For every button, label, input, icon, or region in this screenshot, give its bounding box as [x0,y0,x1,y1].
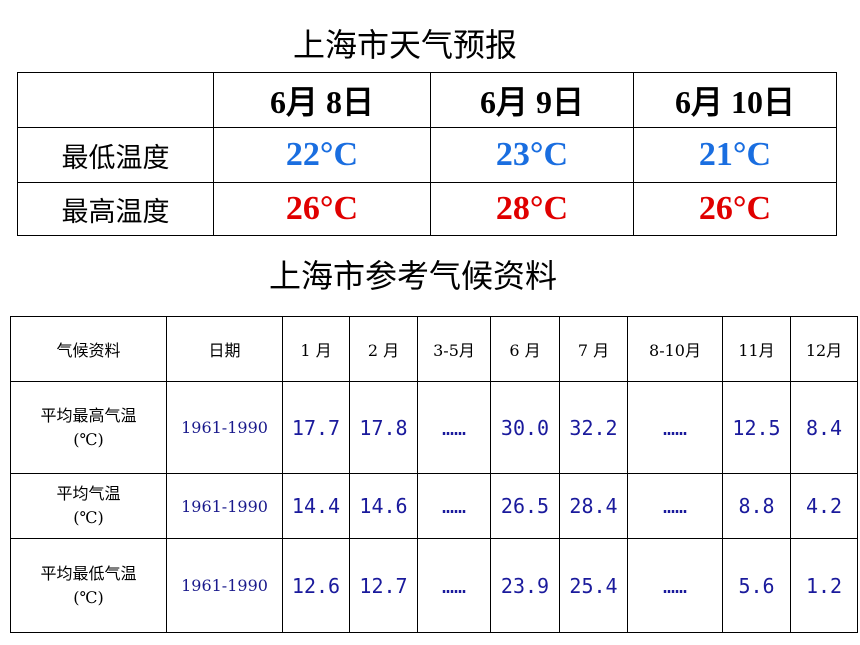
forecast-row: 最高温度 26°C 28°C 26°C [17,182,837,236]
temperature: 12.5 [722,381,791,474]
column-header: 1 月 [282,316,350,382]
temperature: 17.7 [282,381,350,474]
temperature: 12.7 [349,538,418,633]
temperature: 23°C [430,127,634,183]
label-text: 平均最高气温 [40,405,137,425]
climate-row: 平均最高气温 (℃) 1961-1990 17.7 17.8…… 30.0 32.2…… 12… [10,381,858,474]
temperature: 1.2 [790,538,858,633]
temperature: 14.6 [349,473,418,539]
temperature: 25.4 [559,538,628,633]
column-header: 3-5月 [417,316,491,382]
period: 1961-1990 [166,538,283,633]
unit-text: (℃) [73,587,104,607]
column-header: 2 月 [349,316,418,382]
date-header: 6月 8日 [213,72,431,128]
column-header: 11月 [722,316,791,382]
label-text: 平均最低气温 [40,563,137,583]
temperature: 22°C [213,127,431,183]
header-row: 6月 8日 6月 9日 6月 10日 [17,72,837,128]
temperature: …… [627,538,723,633]
column-header: 6 月 [490,316,560,382]
temperature: …… [627,381,723,474]
row-label: 最低温度 [17,127,214,183]
temperature: 26°C [633,182,837,236]
date-header: 6月 9日 [430,72,634,128]
period: 1961-1990 [166,473,283,539]
temperature: 5.6 [722,538,791,633]
temperature: 32.2 [559,381,628,474]
temperature: …… [417,473,491,539]
label-text: 平均气温 [56,484,121,503]
temperature: 28°C [430,182,634,236]
temperature: 17.8 [349,381,418,474]
forecast-title: 上海市天气预报 [292,26,518,64]
row-label: 平均最高气温 (℃) [10,381,167,474]
climate-title: 上海市参考气候资料 [268,257,558,295]
temperature: …… [417,538,491,633]
temperature: 4.2 [790,473,858,539]
column-header: 12月 [790,316,858,382]
period: 1961-1990 [166,381,283,474]
temperature: 26.5 [490,473,560,539]
unit-text: (℃) [73,429,104,449]
temperature: 14.4 [282,473,350,539]
temperature: 12.6 [282,538,350,633]
forecast-row: 最低温度 22°C 23°C 21°C [17,127,837,183]
temperature: 8.4 [790,381,858,474]
temperature: 26°C [213,182,431,236]
row-label: 最高温度 [17,182,214,236]
temperature: …… [627,473,723,539]
column-header: 8-10月 [627,316,723,382]
temperature: 8.8 [722,473,791,539]
temperature: 30.0 [490,381,560,474]
column-header: 气候资料 [10,316,167,382]
temperature: 23.9 [490,538,560,633]
column-header: 日期 [166,316,283,382]
row-label: 平均最低气温 (℃) [10,538,167,633]
column-header: 7 月 [559,316,628,382]
temperature: …… [417,381,491,474]
temperature: 21°C [633,127,837,183]
row-label: 平均气温 (℃) [10,473,167,539]
unit-text: (℃) [73,508,104,527]
forecast-table: 6月 8日 6月 9日 6月 10日 最低温度 22°C 23°C 21°C 最高温度 26°C… [17,72,837,236]
corner-cell [17,72,214,128]
climate-row: 平均气温 (℃) 1961-1990 14.4 14.6…… 26.5 28.4…… 8.8 4… [10,473,858,539]
climate-row: 平均最低气温 (℃) 1961-1990 12.6 12.7…… 23.9 25.4…… 5.… [10,538,858,633]
date-header: 6月 10日 [633,72,837,128]
temperature: 28.4 [559,473,628,539]
